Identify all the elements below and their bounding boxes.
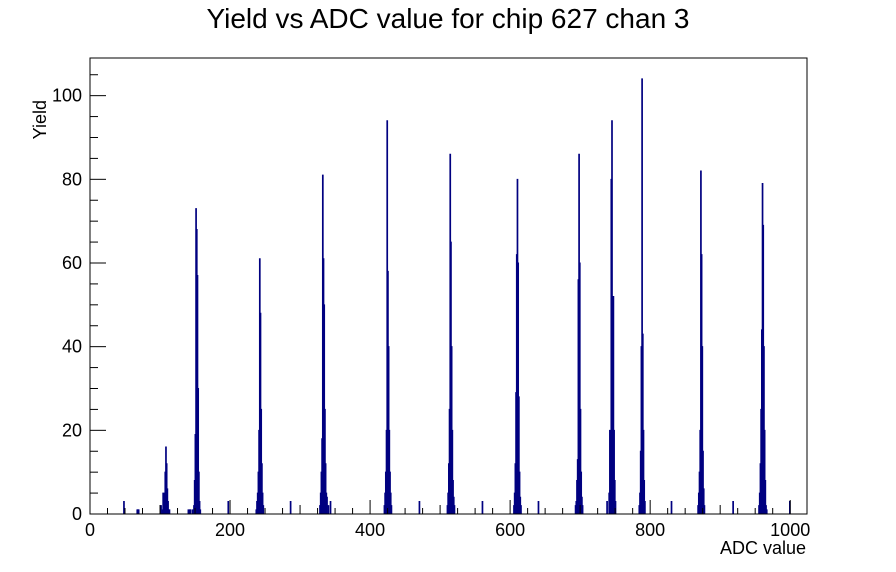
histogram-bin-49: [324, 408, 326, 514]
histogram-bin-133: [732, 500, 734, 514]
histogram-bin-25: [197, 388, 200, 514]
histogram-bin-120: [643, 480, 646, 514]
histogram-bin-89: [520, 505, 522, 514]
histogram-bin-15: [187, 509, 190, 514]
histogram-bin-98: [579, 408, 582, 514]
histogram-bin-142: [763, 429, 766, 514]
histogram-bin-65: [390, 505, 393, 514]
histogram-bin-3: [137, 509, 140, 514]
histogram-bin-52: [326, 496, 328, 514]
x-tick-label-1000: 1000: [770, 520, 810, 540]
histogram-bin-129: [701, 346, 704, 514]
x-tick-label-600: 600: [495, 520, 525, 540]
histogram-bin-17: [189, 509, 192, 514]
plot-frame: [89, 57, 808, 515]
histogram-bin-77: [453, 505, 456, 514]
x-tick-label-400: 400: [355, 520, 385, 540]
histogram-bars: [123, 78, 791, 514]
histogram-bin-109: [612, 295, 615, 514]
histogram-bin-50: [324, 463, 327, 514]
histogram-bin-41: [289, 500, 292, 514]
histogram-bin-101: [581, 505, 584, 514]
histogram-bin-85: [517, 262, 520, 514]
histogram-bin-119: [642, 429, 645, 514]
histogram-bin-27: [198, 500, 201, 514]
histogram-bin-54: [329, 500, 332, 514]
histogram-bin-74: [451, 429, 454, 514]
histogram-bin-18: [191, 509, 194, 514]
histogram-bin-118: [641, 333, 644, 514]
axes: 0 200 400 600 800 1000 0 20 40 60 80 100: [52, 74, 810, 540]
histogram-bin-12: [167, 500, 169, 514]
histogram-bin-122: [670, 500, 673, 514]
histogram-bin-53: [327, 505, 330, 514]
histogram-bin-86: [518, 396, 520, 514]
x-tick-label-800: 800: [635, 520, 665, 540]
y-tick-label-100: 100: [52, 86, 82, 106]
histogram-bin-4: [160, 505, 162, 514]
y-tick-label-20: 20: [62, 420, 82, 440]
histogram-bin-143: [764, 480, 767, 514]
y-tick-label-60: 60: [62, 253, 82, 273]
x-axis-label: ADC value: [720, 538, 806, 558]
histogram-bin-40: [262, 505, 265, 514]
histogram-bin-132: [703, 505, 706, 514]
histogram-bin-29: [227, 500, 230, 514]
histogram-bin-0: [123, 500, 125, 514]
histogram-bin-102: [606, 500, 608, 514]
histogram-bin-64: [389, 492, 392, 514]
chart-title: Yield vs ADC value for chip 627 chan 3: [206, 3, 689, 34]
histogram-bin-39: [261, 492, 264, 514]
y-tick-label-80: 80: [62, 169, 82, 189]
histogram-bin-99: [580, 471, 583, 514]
x-tick-label-200: 200: [215, 520, 245, 540]
y-tick-label-0: 0: [72, 504, 82, 524]
y-axis-label: Yield: [30, 100, 50, 139]
histogram-bin-117: [641, 78, 643, 514]
y-tick-label-40: 40: [62, 337, 82, 357]
histogram-bin-38: [261, 463, 263, 514]
histogram-bin-90: [537, 500, 540, 514]
histogram-bin-14: [168, 509, 171, 514]
histogram-bin-28: [199, 509, 202, 514]
histogram-bin-97: [578, 262, 581, 514]
histogram-bin-131: [702, 488, 705, 514]
histogram-bin-121: [644, 500, 646, 514]
histogram-bin-66: [418, 500, 421, 514]
histogram-bin-87: [518, 471, 521, 514]
histogram-bin-26: [198, 471, 200, 514]
histogram-bin-110: [613, 429, 615, 514]
histogram-bin-112: [614, 500, 617, 514]
x-tick-label-0: 0: [85, 520, 95, 540]
histogram-bin-130: [702, 450, 704, 514]
histogram-bin-6: [162, 492, 165, 514]
histogram-bin-145: [765, 509, 768, 514]
histogram-bin-78: [481, 500, 484, 514]
histogram-bin-37: [260, 408, 263, 514]
histogram-bin-111: [613, 480, 616, 514]
